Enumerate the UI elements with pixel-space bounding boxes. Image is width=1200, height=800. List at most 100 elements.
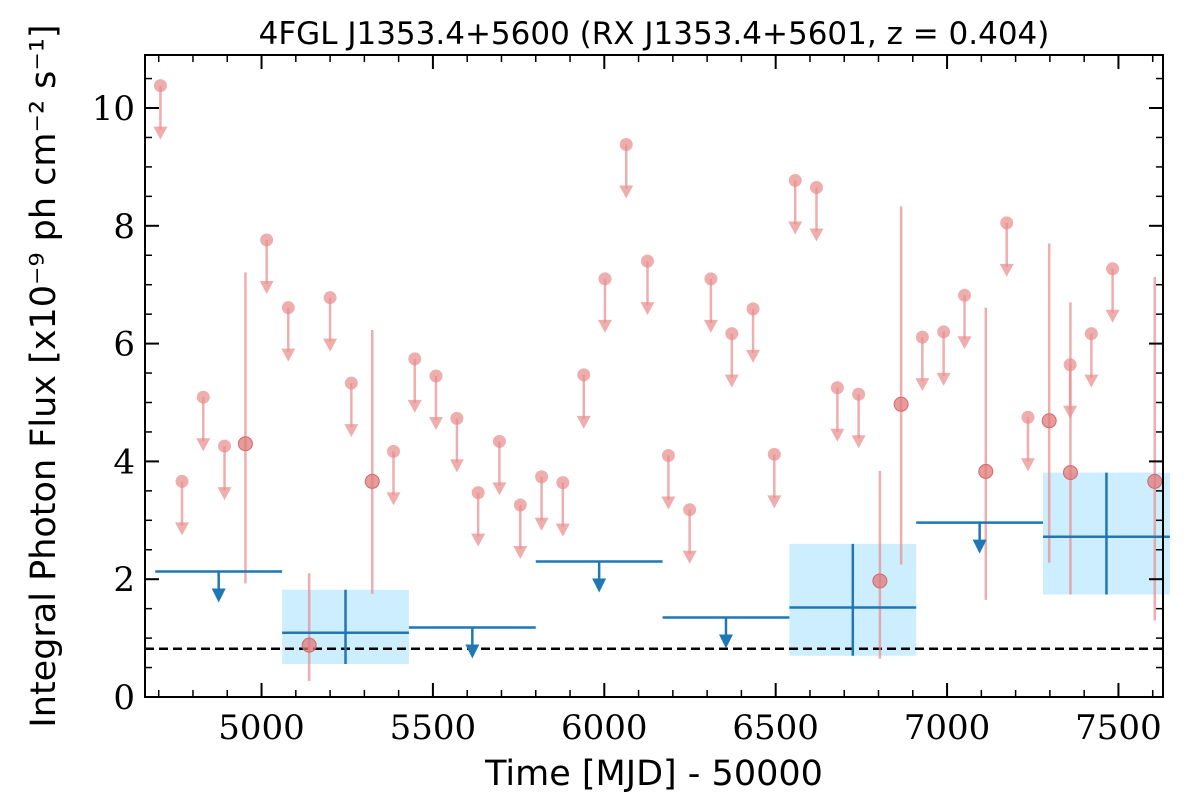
short-bin-upper-limit-arrow	[830, 428, 845, 442]
long-bin-upper-limit-arrow	[718, 634, 733, 649]
short-bin-upper-limit-arrow	[703, 319, 718, 333]
short-bin-upper-limit-arrow	[534, 517, 549, 531]
short-bin-detection-point	[1147, 473, 1163, 489]
short-bin-upper-limit-arrow	[619, 185, 634, 199]
long-bin-upper-limit-arrow	[465, 644, 480, 659]
y-tick-label: 6	[113, 325, 135, 365]
short-bin-upper-limit-point	[958, 288, 972, 302]
short-bin-upper-limit-arrow	[259, 280, 274, 294]
short-bin-upper-limit-arrow	[1084, 374, 1099, 388]
short-bin-upper-limit-point	[725, 327, 739, 341]
chart-title: 4FGL J1353.4+5600 (RX J1353.4+5601, z = …	[259, 16, 1050, 52]
short-bin-upper-limit-arrow	[196, 438, 211, 452]
short-bin-upper-limit-arrow	[1020, 458, 1035, 472]
short-bin-upper-limit-point	[1000, 216, 1014, 230]
short-bin-upper-limit-point	[323, 291, 337, 305]
short-bin-upper-limit-point	[852, 387, 866, 401]
short-bin-upper-limit-arrow	[281, 348, 296, 362]
short-bin-upper-limit-point	[598, 272, 612, 286]
long-bin-upper-limit-arrow	[592, 578, 607, 593]
short-bin-upper-limit-arrow	[851, 435, 866, 449]
short-bin-upper-limit-arrow	[576, 415, 591, 429]
short-bin-upper-limit-arrow	[915, 378, 930, 392]
y-tick-label: 0	[113, 678, 135, 718]
short-bin-upper-limit-arrow	[957, 336, 972, 350]
short-bin-upper-limit-point	[767, 447, 781, 461]
short-bin-detection-point	[364, 473, 380, 489]
x-tick-label: 7000	[904, 708, 991, 748]
short-bin-upper-limit-arrow	[640, 302, 655, 316]
short-bin-upper-limit-arrow	[513, 545, 528, 559]
short-bin-upper-limit-point	[492, 434, 506, 448]
short-bin-upper-limit-point	[471, 486, 485, 500]
short-bin-upper-limit-arrow	[323, 338, 338, 352]
short-bin-upper-limit-point	[175, 474, 189, 488]
y-axis-label: Integral Photon Flux [x10⁻⁹ ph cm⁻² s⁻¹]	[24, 24, 64, 727]
short-bin-upper-limit-arrow	[429, 417, 444, 430]
x-tick-label: 5000	[218, 708, 305, 748]
short-bin-upper-limit-arrow	[1105, 309, 1120, 323]
short-bin-detection-point	[1062, 465, 1078, 481]
short-bin-upper-limit-point	[937, 325, 951, 339]
short-bin-upper-limit-point	[281, 301, 295, 315]
short-bin-upper-limit-arrow	[407, 399, 422, 413]
short-bin-upper-limit-point	[619, 138, 633, 152]
short-bin-detection-point	[1041, 413, 1057, 429]
short-bin-upper-limit-arrow	[449, 459, 464, 473]
short-bin-upper-limit-arrow	[682, 550, 697, 564]
short-bin-upper-limit-point	[556, 476, 570, 490]
short-bin-upper-limit-point	[640, 254, 654, 268]
short-bin-upper-limit-arrow	[344, 424, 359, 438]
short-bin-upper-limit-point	[683, 503, 697, 517]
x-tick-label: 5500	[390, 708, 477, 748]
short-bin-upper-limit-arrow	[471, 533, 486, 547]
short-bin-upper-limit-point	[153, 79, 167, 93]
y-tick-label: 10	[92, 89, 135, 129]
x-tick-label: 6000	[561, 708, 648, 748]
long-bin-upper-limit-arrow	[211, 588, 226, 603]
long-bin-upper-limit-arrow	[972, 539, 987, 554]
short-bin-upper-limit-point	[196, 390, 210, 404]
short-bin-upper-limit-point	[915, 330, 929, 344]
short-bin-upper-limit-point	[704, 272, 718, 286]
short-bin-upper-limit-point	[408, 352, 422, 366]
short-bin-upper-limit-arrow	[175, 522, 190, 536]
short-bin-detection-point	[301, 637, 317, 653]
short-bin-upper-limit-point	[344, 376, 358, 390]
plot-frame	[144, 54, 1164, 698]
short-bin-upper-limit-point	[387, 444, 401, 458]
axes: 5000 5500 6000 6500 7000 7500 0 2 4 6 8 10	[92, 55, 1163, 748]
short-bin-upper-limit-point	[809, 181, 823, 195]
short-bin-upper-limit-point	[830, 381, 844, 395]
short-bin-upper-limit-point	[218, 439, 232, 453]
short-bin-upper-limit-arrow	[724, 374, 739, 388]
short-bin-upper-limit-arrow	[936, 372, 951, 386]
x-tick-label: 7500	[1075, 708, 1162, 748]
short-bin-upper-limit-point	[1021, 410, 1035, 424]
short-bin-detection-point	[893, 396, 909, 412]
short-bin-upper-limit-arrow	[999, 263, 1014, 277]
short-bin-detection-point	[978, 463, 994, 479]
short-bin-upper-limit-arrow	[597, 319, 612, 333]
short-bin-upper-limit-arrow	[386, 492, 401, 506]
short-bin-upper-limit-arrow	[788, 221, 803, 235]
plot-area	[145, 79, 1170, 682]
short-bin-upper-limit-arrow	[555, 523, 570, 537]
short-bin-upper-limit-arrow	[746, 349, 761, 363]
short-bin-detection-point	[872, 573, 888, 589]
short-bin-upper-limit-point	[788, 173, 802, 187]
short-bin-upper-limit-point	[450, 411, 464, 425]
short-bin-upper-limit-point	[535, 470, 549, 484]
short-bin-upper-limit-arrow	[217, 487, 232, 501]
y-tick-label: 8	[113, 207, 135, 247]
short-bin-upper-limit-arrow	[153, 126, 168, 140]
short-bin-upper-limit-point	[260, 233, 274, 247]
short-bin-upper-limit-point	[577, 368, 591, 382]
short-bin-upper-limit-arrow	[809, 228, 824, 242]
short-bin-detection-point	[237, 436, 253, 452]
short-bin-upper-limit-point	[1106, 262, 1120, 276]
short-bin-upper-limit-point	[429, 369, 443, 383]
y-tick-label: 2	[113, 560, 135, 600]
short-bin-upper-limit-arrow	[767, 495, 782, 509]
short-bin-upper-limit-point	[1084, 327, 1098, 341]
